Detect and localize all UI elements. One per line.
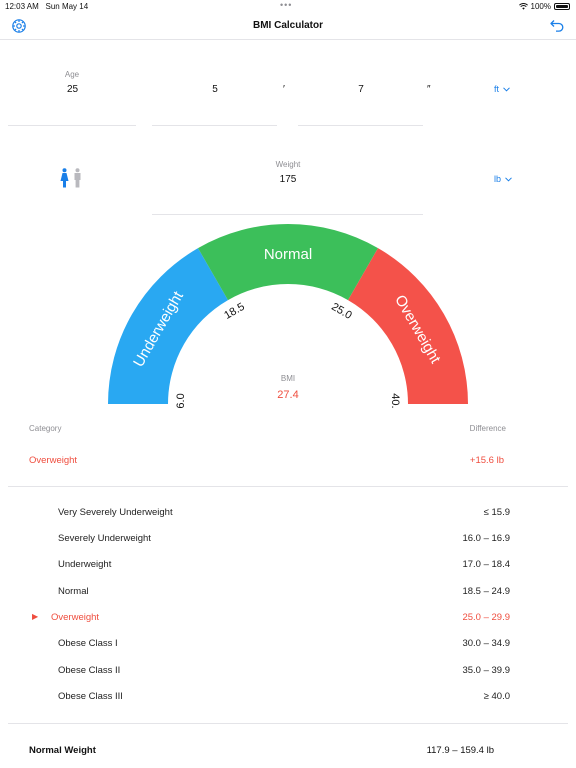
current-category: Overweight <box>29 455 78 466</box>
range-value: ≥ 40.0 <box>483 691 510 702</box>
gauge-tick-16: 16.0 <box>175 393 187 408</box>
gauge-segment-overweight <box>348 248 468 404</box>
age-field[interactable]: 25 <box>67 84 79 95</box>
page-title: BMI Calculator <box>252 20 323 31</box>
bmi-gauge: Underweight Normal Overweight 16.0 18.5 … <box>108 223 468 408</box>
range-value: 35.0 – 39.9 <box>462 665 510 676</box>
range-value: ≤ 15.9 <box>483 507 510 518</box>
range-value: 17.0 – 18.4 <box>462 559 510 570</box>
gauge-segment-normal <box>198 223 378 301</box>
range-name: Obese Class III <box>58 691 123 702</box>
male-figure-icon[interactable] <box>73 168 82 188</box>
gender-selector[interactable] <box>60 168 82 188</box>
category-header: Category <box>29 424 62 433</box>
battery-icon <box>554 3 570 10</box>
gauge-label-normal: Normal <box>264 246 312 263</box>
height-inches-underline <box>298 125 423 126</box>
height-unit-selector[interactable]: ft <box>494 84 510 94</box>
range-name: Obese Class I <box>58 638 118 649</box>
chevron-down-icon <box>505 176 512 182</box>
settings-button[interactable] <box>10 17 28 35</box>
difference-header: Difference <box>469 424 506 433</box>
gauge-segment-underweight <box>108 248 228 404</box>
range-row[interactable]: Underweight 17.0 – 18.4 <box>0 552 576 578</box>
range-value: 18.5 – 24.9 <box>462 586 510 597</box>
range-name: Severely Underweight <box>58 533 151 544</box>
multitasking-dots[interactable]: ••• <box>280 0 293 10</box>
divider <box>8 723 568 724</box>
height-feet-field[interactable]: 5 <box>212 84 218 95</box>
range-row-current[interactable]: ▶ Overweight 25.0 – 29.9 <box>0 605 576 631</box>
weight-unit-label: lb <box>494 174 502 184</box>
wifi-icon <box>518 3 528 10</box>
bmi-label: BMI <box>280 374 296 383</box>
range-row[interactable]: Obese Class III ≥ 40.0 <box>0 684 576 710</box>
range-value: 30.0 – 34.9 <box>462 638 510 649</box>
female-figure-icon[interactable] <box>60 168 69 188</box>
range-name: Normal <box>58 586 89 597</box>
status-bar: 12:03 AM Sun May 14 ••• 100% <box>0 0 576 12</box>
chevron-down-icon <box>503 86 510 92</box>
inches-mark: ″ <box>427 84 431 95</box>
weight-difference: +15.6 lb <box>469 455 504 466</box>
range-name: Underweight <box>58 559 112 570</box>
status-time-date: 12:03 AM Sun May 14 <box>5 2 89 11</box>
navigation-bar: BMI Calculator <box>0 12 576 40</box>
weight-unit-selector[interactable]: lb <box>494 174 512 184</box>
undo-button[interactable] <box>548 17 566 35</box>
age-label: Age <box>64 70 80 79</box>
height-inches-field[interactable]: 7 <box>358 84 364 95</box>
range-name: Overweight <box>51 612 100 623</box>
normal-weight-value: 117.9 – 159.4 lb <box>426 745 494 756</box>
weight-field[interactable]: 175 <box>279 174 297 185</box>
current-indicator-icon: ▶ <box>32 612 39 621</box>
undo-arrow-icon <box>550 20 564 32</box>
divider <box>8 486 568 487</box>
range-row[interactable]: Normal 18.5 – 24.9 <box>0 579 576 605</box>
height-feet-underline <box>152 125 277 126</box>
feet-mark: ′ <box>283 84 285 95</box>
gauge-tick-25: 25.0 <box>329 301 354 322</box>
range-row[interactable]: Severely Underweight 16.0 – 16.9 <box>0 526 576 552</box>
range-row[interactable]: Obese Class II 35.0 – 39.9 <box>0 658 576 684</box>
height-unit-label: ft <box>494 84 500 94</box>
range-value: 25.0 – 29.9 <box>462 612 510 623</box>
status-right: 100% <box>518 2 570 11</box>
bmi-value: 27.4 <box>277 389 299 401</box>
range-name: Very Severely Underweight <box>58 507 173 518</box>
normal-weight-label: Normal Weight <box>29 745 96 756</box>
range-name: Obese Class II <box>58 665 121 676</box>
range-value: 16.0 – 16.9 <box>462 533 510 544</box>
range-row[interactable]: Very Severely Underweight ≤ 15.9 <box>0 500 576 526</box>
gear-icon <box>12 19 26 33</box>
weight-label: Weight <box>275 160 301 169</box>
battery-percent: 100% <box>530 2 551 11</box>
range-row[interactable]: Obese Class I 30.0 – 34.9 <box>0 631 576 657</box>
weight-underline <box>152 214 423 215</box>
gauge-tick-40: 40.0 <box>389 393 401 408</box>
age-underline <box>8 125 136 126</box>
gauge-tick-18-5: 18.5 <box>222 301 247 322</box>
